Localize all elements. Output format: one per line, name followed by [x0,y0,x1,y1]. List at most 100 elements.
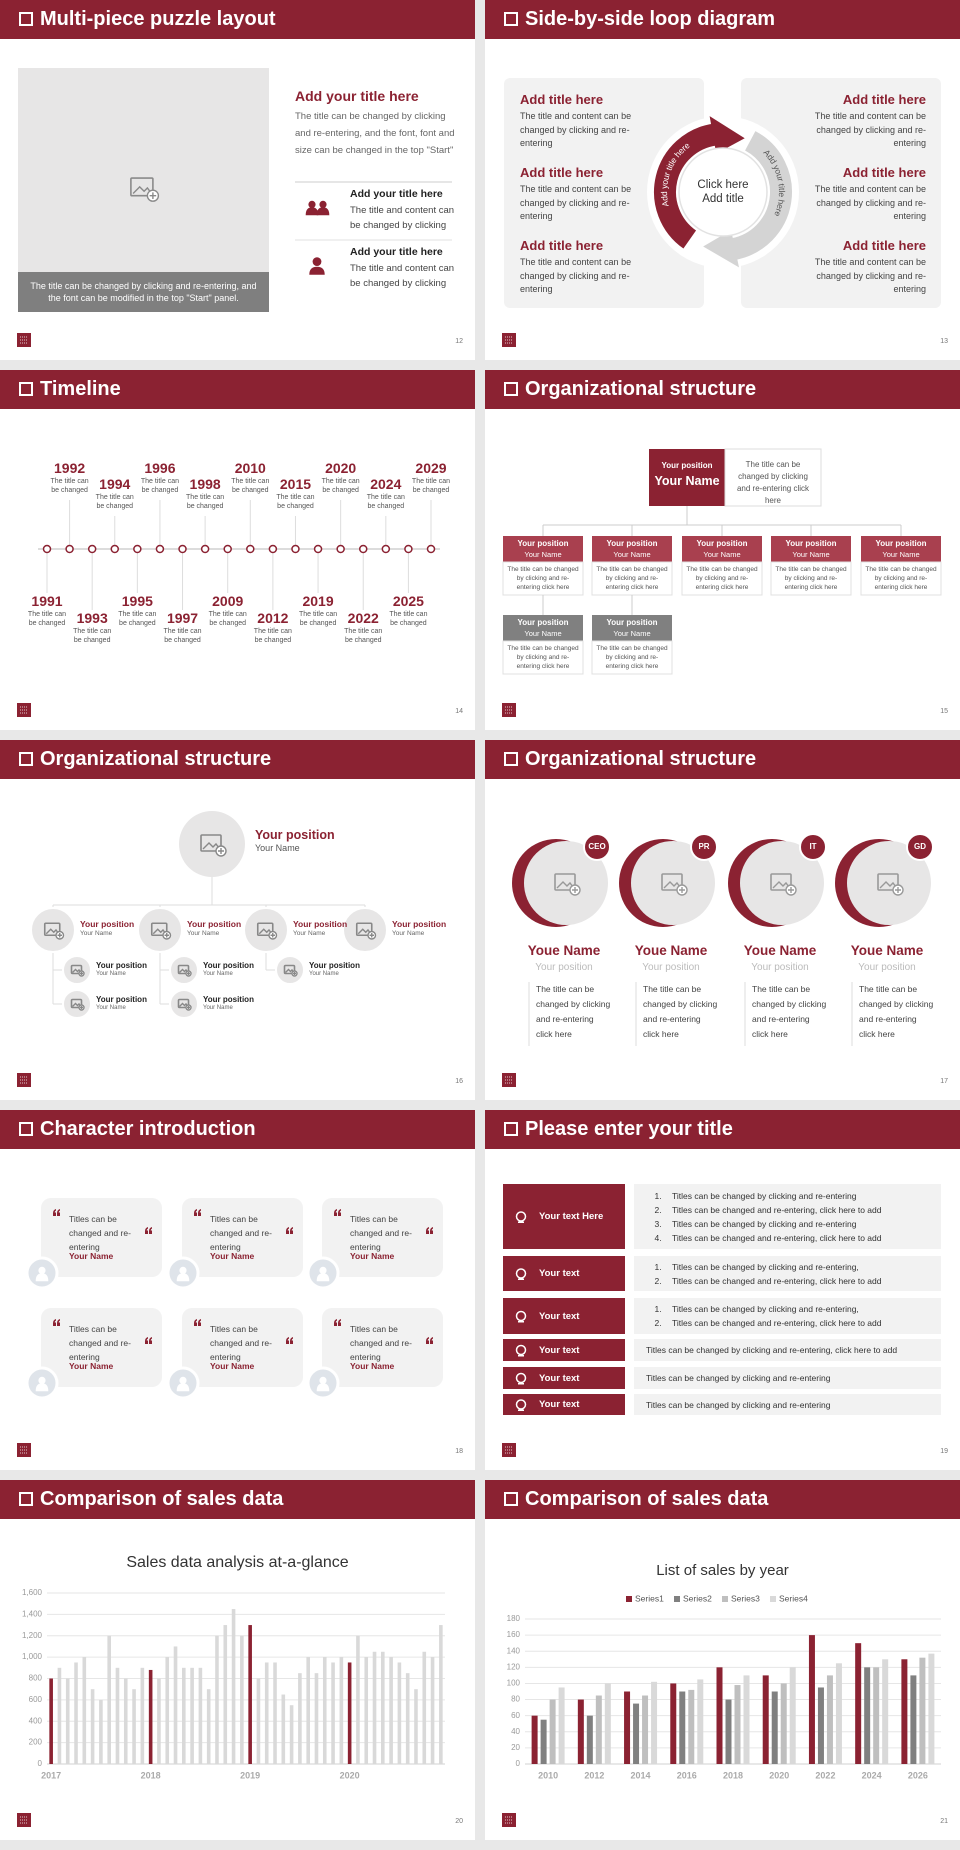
row-label-bg [503,1256,625,1291]
timeline-dot [223,544,232,554]
slide-graphics [0,740,475,1087]
box-name: Your Name [613,629,651,638]
bar [215,1635,219,1764]
event-text: The title can be changed [253,628,292,644]
header-bar [0,740,475,779]
header-bar [0,370,475,409]
y-tick-label: 40 [511,1727,520,1736]
page-number: 20 [455,1818,463,1825]
box-name: Your Name [524,629,562,638]
header-icon [19,1122,33,1136]
quote-name: Your Name [69,1361,114,1371]
badge-label: IT [809,842,816,851]
slide-title: Organizational structure [525,748,757,770]
y-tick-label: 600 [29,1695,43,1704]
badge-label: PR [698,842,709,851]
item-title: Add your title here [350,188,443,200]
x-tick-label: 2012 [584,1770,604,1780]
slide: Organizational structure 16 Your position Y… [0,740,475,1100]
center-label: Click here [697,179,748,191]
sub-name: Your Name [203,1005,233,1011]
page-number: 14 [455,708,463,715]
y-tick-label: 1,200 [22,1631,43,1640]
person-icon [309,266,325,275]
bar [901,1659,908,1764]
box-position: Your position [785,539,837,548]
quote-card [41,1198,162,1277]
slide: Please enter your title 19 Your text Here T… [485,1110,960,1470]
image-icon [554,873,576,891]
event-text: The title can be changed [118,611,157,627]
header-bar [485,740,960,779]
top-position: Your position [661,461,713,470]
quote-name: Your Name [210,1361,255,1371]
event-year: 1996 [144,460,176,476]
header-icon [504,12,518,26]
desc-box [860,561,942,596]
event-year: 2024 [370,476,402,492]
y-tick-label: 180 [507,1614,521,1623]
slide-title: Multi-piece puzzle layout [40,8,276,30]
avatar [847,841,931,925]
quote-mark [290,1227,293,1234]
slide-graphics: CEO PR IT GD [485,740,960,1087]
image-icon [70,998,83,1009]
card-text: The title can be changed by clicking and… [643,984,718,1039]
bar [864,1667,871,1764]
event-text: The title can be changed [276,494,315,510]
sub-position: Your position [96,995,147,1004]
row-label-bg [503,1184,625,1249]
box-desc: The title can be changed by clicking and… [865,566,937,591]
slide-title: Organizational structure [40,748,272,770]
y-tick-label: 400 [29,1716,43,1725]
box-position: Your position [696,539,748,548]
quote-mark [290,1337,293,1344]
person-icon [312,257,322,266]
item-text: The title and content can be changed by … [814,257,926,294]
list-item: Titles can be changed and re-entering, c… [664,1231,881,1245]
sub-position: Your position [203,995,254,1004]
bar [817,1687,824,1764]
row-icon [515,1268,527,1279]
item-text: The title and content can be changed by … [350,205,455,231]
image-icon [130,177,154,197]
bar [198,1667,203,1764]
bar [356,1635,360,1764]
bar [670,1683,677,1764]
quote-mark [149,1337,152,1344]
bar [855,1643,862,1764]
timeline-dot [291,544,300,554]
bar [182,1667,186,1764]
header-bar [0,1110,475,1149]
event-text: The title can be changed [389,611,428,627]
image-icon [200,834,222,852]
image-icon [187,972,190,975]
image-icon [877,873,899,891]
timeline-dot [358,544,368,554]
image-icon [355,922,373,937]
list-item: Titles can be changed and re-entering, c… [664,1203,881,1217]
box-desc: The title can be changed by clicking and… [507,645,579,670]
image-icon [179,968,189,973]
member-avatar [137,907,183,953]
x-tick-label: 2018 [723,1770,743,1780]
slide: Add your title here Add your title here Cl… [485,0,960,360]
bar [132,1689,136,1764]
quote-mark [194,1319,197,1326]
slide: Character introduction 18 Titles can be ch… [0,1110,475,1470]
box-desc: The title can be changed by clicking and… [596,566,668,591]
person-icon [176,1383,190,1392]
bar [148,1669,153,1764]
person-icon [179,1376,187,1384]
avatar [740,841,824,925]
header-bar [0,0,475,39]
card-position: Your position [858,962,916,973]
quote-mark [57,1209,60,1216]
box-position: Your position [517,539,569,548]
page-number: 19 [940,1448,948,1455]
desc-box [770,561,852,596]
image-icon [663,881,681,889]
list-item: Titles can be changed by clicking and re… [664,1189,881,1203]
sub-name: Your Name [96,971,126,977]
quote-text: Titles can be changed and re-entering [350,1324,412,1362]
